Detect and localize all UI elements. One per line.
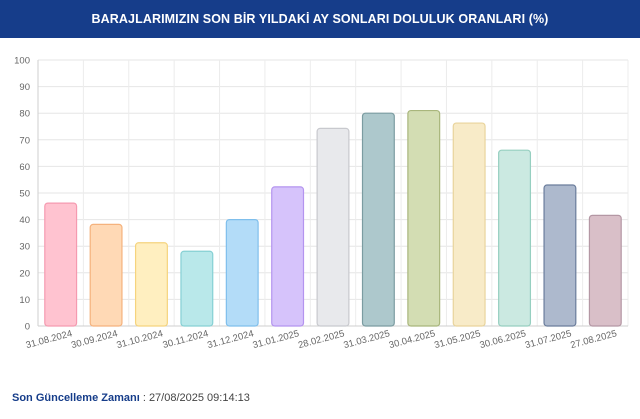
bar — [271, 186, 305, 327]
bar — [89, 223, 123, 327]
x-tick-label: 31.03.2025 — [342, 328, 391, 351]
x-tick-label: 30.06.2025 — [479, 328, 528, 351]
x-tick-label: 28.02.2025 — [297, 328, 346, 351]
y-tick-label: 100 — [14, 56, 30, 67]
x-tick-label: 30.04.2025 — [388, 328, 437, 351]
bar — [316, 127, 350, 327]
bar — [180, 250, 214, 327]
y-tick-label: 80 — [19, 109, 30, 120]
chart-title: BARAJLARIMIZIN SON BİR YILDAKİ AY SONLAR… — [91, 12, 549, 26]
y-tick-label: 50 — [19, 189, 30, 200]
last-update-footer: Son Güncelleme Zamanı : 27/08/2025 09:14… — [12, 392, 250, 404]
x-tick-label: 31.12.2024 — [206, 328, 255, 351]
last-update-label: Son Güncelleme Zamanı — [12, 392, 140, 404]
x-tick-label: 31.08.2024 — [25, 328, 74, 351]
bar — [452, 122, 486, 327]
y-tick-label: 40 — [19, 215, 30, 226]
bar — [588, 214, 622, 327]
bar-chart: 0 10 20 30 40 50 60 70 80 90 100 31.08.2024 30.09.20… — [0, 50, 640, 380]
x-tick-label: 31.01.2025 — [252, 328, 301, 351]
y-tick-label: 60 — [19, 162, 30, 173]
y-tick-label: 30 — [19, 242, 30, 253]
x-tick-label: 27.08.2025 — [569, 328, 618, 351]
x-tick-label: 31.07.2025 — [524, 328, 573, 351]
last-update-separator: : — [139, 392, 149, 404]
bar — [498, 149, 532, 327]
bar — [44, 202, 78, 327]
bar — [361, 112, 395, 327]
y-tick-label: 10 — [19, 295, 30, 306]
x-tick-label: 30.09.2024 — [70, 328, 119, 351]
y-tick-label: 70 — [19, 135, 30, 146]
last-update-value: 27/08/2025 09:14:13 — [148, 392, 250, 404]
y-tick-label: 0 — [25, 322, 30, 333]
y-tick-label: 90 — [19, 82, 30, 93]
y-tick-label: 20 — [19, 268, 30, 279]
bar — [543, 184, 577, 327]
x-tick-label: 31.10.2024 — [115, 328, 164, 351]
x-tick-label: 30.11.2024 — [162, 328, 210, 351]
bar-chart-svg: 0 10 20 30 40 50 60 70 80 90 100 31.08.202430.09.20… — [14, 56, 629, 351]
bar — [407, 109, 441, 327]
bar — [225, 219, 259, 327]
chart-header: BARAJLARIMIZIN SON BİR YILDAKİ AY SONLAR… — [0, 0, 640, 38]
bar — [134, 242, 168, 327]
x-tick-label: 31.05.2025 — [433, 328, 482, 351]
